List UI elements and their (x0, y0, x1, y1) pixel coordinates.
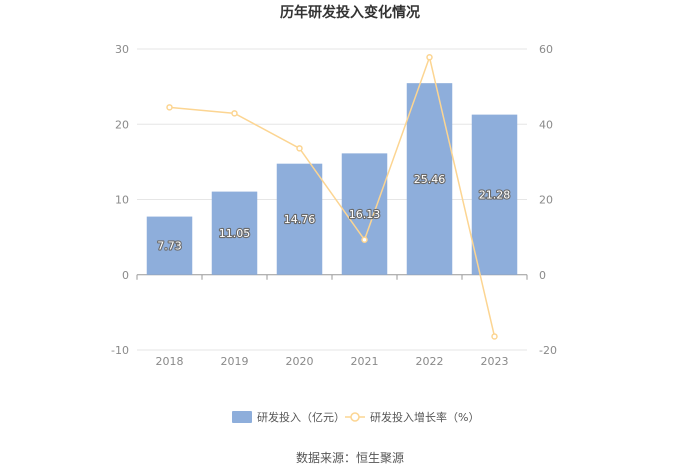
line-series (166, 54, 498, 340)
legend-swatch-bar (232, 411, 252, 423)
source-note: 数据来源：恒生聚源 (296, 450, 404, 465)
bar (146, 216, 193, 275)
bar (471, 114, 518, 275)
bar (406, 83, 453, 275)
bar-value-label: 14.76 (284, 213, 316, 226)
bar (211, 191, 258, 275)
legend-label-bar: 研发投入（亿元） (257, 410, 345, 424)
bar-value-label: 21.28 (479, 189, 511, 202)
axes: 30 60 20 40 10 20 0 0 -10 -20 2018 2019 2020 2021 2022… (111, 43, 557, 368)
legend-label-line: 研发投入增长率（%） (370, 410, 479, 424)
grid-lines (137, 48, 527, 351)
growth-rate-point (296, 145, 303, 152)
bar-series (146, 83, 518, 275)
y-right-tick-label: 60 (539, 43, 553, 56)
growth-rate-line (169, 54, 496, 337)
bar-value-label: 11.05 (219, 227, 251, 240)
x-tick-label: 2018 (156, 355, 184, 368)
bar-value-label: 7.73 (157, 240, 182, 253)
growth-rate-point (166, 104, 173, 111)
x-tick-label: 2020 (286, 355, 314, 368)
y-left-tick-label: -10 (111, 344, 129, 357)
y-left-tick-label: 10 (115, 194, 129, 207)
y-left-tick-label: 20 (115, 118, 129, 131)
y-right-tick-label: -20 (539, 344, 557, 357)
x-tick-label: 2021 (351, 355, 379, 368)
bar-value-label: 25.46 (414, 173, 446, 186)
legend[interactable]: 研发投入（亿元） 研发投入增长率（%） (232, 410, 479, 424)
growth-rate-point (491, 333, 498, 340)
legend-line-marker (350, 412, 360, 422)
growth-rate-point (426, 54, 433, 61)
bar-data-labels: 7.73 11.05 14.76 16.13 25.46 21.28 (156, 172, 511, 254)
growth-rate-point (361, 236, 368, 244)
y-right-tick-label: 0 (539, 269, 546, 282)
x-tick-label: 2022 (416, 355, 444, 368)
y-left-tick-label: 30 (115, 43, 129, 56)
y-right-tick-label: 20 (539, 194, 553, 207)
y-left-tick-label: 0 (122, 269, 129, 282)
chart-title: 历年研发投入变化情况 (280, 4, 420, 21)
bar (276, 163, 323, 275)
x-tick-label: 2019 (221, 355, 249, 368)
bar-value-label: 16.13 (349, 208, 381, 221)
x-tick-label: 2023 (481, 355, 509, 368)
bar (341, 153, 388, 275)
y-right-tick-label: 40 (539, 118, 553, 131)
growth-rate-point (231, 110, 238, 117)
